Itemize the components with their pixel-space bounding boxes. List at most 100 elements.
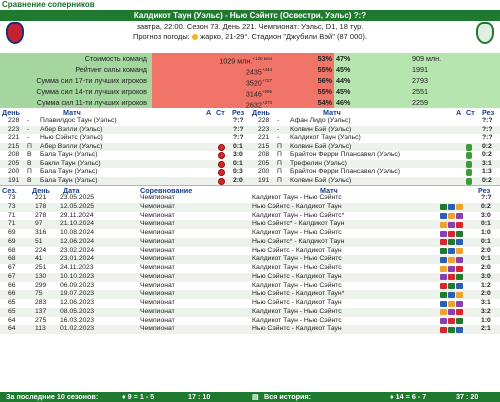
- h2h-row[interactable]: 69 51 12.06.2024 Чемпионат Нью Сэйнтс* - Кал…: [0, 237, 500, 247]
- h2h-tournament[interactable]: Чемпионат: [140, 211, 175, 219]
- away-crest-icon[interactable]: [476, 22, 494, 44]
- h2h-tournament[interactable]: Чемпионат: [140, 246, 175, 254]
- h2h-tournament[interactable]: Чемпионат: [140, 325, 175, 333]
- h2h-row[interactable]: 65 137 08.05.2023 Чемпионат Калдикот Таун - …: [0, 307, 500, 317]
- h2h-tournament[interactable]: Чемпионат: [140, 194, 175, 201]
- h2h-row[interactable]: 64 275 16.03.2023 Чемпионат Калдикот Таун - …: [0, 317, 500, 326]
- recent-opponent-link[interactable]: Бала Таун (Уэльс): [40, 176, 98, 184]
- h2h-tournament[interactable]: Чемпионат: [140, 290, 175, 298]
- h2h-tournament[interactable]: Чемпионат: [140, 307, 175, 315]
- recent-opponent-link[interactable]: Абер Вэлли (Уэльс): [40, 142, 103, 150]
- h2h-icons: [440, 326, 463, 333]
- h2h-row[interactable]: 71 278 29.11.2024 Чемпионат Калдикот Таун - …: [0, 212, 500, 221]
- h2h-row[interactable]: 67 130 10.10.2023 Чемпионат Нью Сэйнтс - Кал…: [0, 272, 500, 282]
- h2h-row[interactable]: 68 224 23.02.2024 Чемпионат Нью Сэйнтс - Кал…: [0, 247, 500, 256]
- recent-row[interactable]: 223- Абер Вэлли (Уэльс)?:? 223- Колвин Бэй …: [0, 125, 500, 134]
- h2h-icons: [440, 256, 463, 263]
- recent-result: 2:0: [233, 176, 243, 184]
- home-crest-icon[interactable]: [6, 22, 24, 44]
- recent-opponent-link[interactable]: Трефелин (Уэльс): [290, 159, 347, 167]
- recent-opponent-link[interactable]: Бакли Таун (Уэльс): [40, 159, 101, 167]
- h2h-row[interactable]: 68 41 23.01.2024 Чемпионат Калдикот Таун - Н…: [0, 255, 500, 264]
- lineup-icon: [440, 239, 447, 246]
- h2h-match-link[interactable]: Калдикот Таун - Нью Сэйнтс: [252, 194, 342, 201]
- recent-opponent-link[interactable]: Брайтон Ферри Плансавел (Уэльс): [290, 151, 401, 158]
- h2h-row[interactable]: 64 113 01.02.2023 Чемпионат Нью Сэйнтс - Кал…: [0, 325, 500, 334]
- h2h-date: 16.03.2023: [60, 316, 95, 324]
- h2h-tournament[interactable]: Чемпионат: [140, 255, 175, 263]
- recent-day: 221: [8, 134, 20, 141]
- h2h-match-link[interactable]: Нью Сэйнтс - Калдикот Таун: [252, 299, 342, 306]
- recent-opponent-link[interactable]: Колвин Бэй (Уэльс): [290, 142, 352, 150]
- h2h-tournament[interactable]: Чемпионат: [140, 229, 175, 236]
- footer-left-label: За последние 10 сезонов:: [6, 392, 99, 401]
- recent-row[interactable]: 191 В Бала Таун (Уэльс) 2:0 191 П Колвин Бэй (…: [0, 176, 500, 185]
- h2h-icons: [440, 291, 463, 298]
- h2h-match-link[interactable]: Нью Сэйнтс - Калдикот Таун: [252, 325, 342, 333]
- h2h-match-link[interactable]: Нью Сэйнтс - Калдикот Таун*: [252, 290, 345, 298]
- recent-row[interactable]: 205 В Бакли Таун (Уэльс) 0:1 205 П Трефелин (У…: [0, 159, 500, 168]
- h2h-tournament[interactable]: Чемпионат: [140, 264, 175, 271]
- h2h-match-link[interactable]: Нью Сэйнтс - Калдикот Таун: [252, 246, 342, 254]
- lineup-icon: [448, 300, 455, 307]
- recent-opponent-link[interactable]: Калдикот Таун (Уэльс): [290, 134, 361, 141]
- h2h-match-link[interactable]: Калдикот Таун - Нью Сэйнтс: [252, 307, 342, 315]
- recent-result: 1:3: [482, 168, 492, 175]
- runner-icon: [466, 177, 472, 185]
- recent-opponent-link[interactable]: Брайтон Ферри Плансавел (Уэльс): [290, 168, 401, 175]
- h2h-match-link[interactable]: Калдикот Таун - Нью Сэйнтс: [252, 229, 342, 236]
- h2h-tournament[interactable]: Чемпионат: [140, 316, 175, 324]
- h2h-match-link[interactable]: Калдикот Таун - Нью Сэйнтс: [252, 255, 342, 263]
- recent-opponent-link[interactable]: Нью Сэйнтс (Уэльс): [40, 134, 103, 141]
- h2h-match-link[interactable]: Нью Сэйнтс* - Калдикот Таун: [252, 237, 345, 245]
- recent-opponent-link[interactable]: Плавилдос Таун (Уэльс): [40, 117, 117, 124]
- recent-row[interactable]: 200 П Бала Таун (Уэльс) 0:3 200 П Брайтон Ферр…: [0, 168, 500, 177]
- h2h-row[interactable]: 67 251 24.11.2023 Чемпионат Калдикот Таун - …: [0, 264, 500, 273]
- recent-row[interactable]: 228- Плавилдос Таун (Уэльс)?:? 228- Афан Ли…: [0, 117, 500, 126]
- h2h-match-link[interactable]: Калдикот Таун - Нью Сэйнтс: [252, 316, 342, 324]
- h2h-tournament[interactable]: Чемпионат: [140, 281, 175, 289]
- recent-opponent-link[interactable]: Афан Лидо (Уэльс): [290, 117, 351, 124]
- h2h-icons: [440, 283, 463, 289]
- recent-opponent-link[interactable]: Колвин Бэй (Уэльс): [290, 176, 352, 184]
- recent-st-header-left: Ст: [216, 108, 225, 117]
- h2h-row[interactable]: 66 75 19.07.2023 Чемпионат Нью Сэйнтс - Калд…: [0, 290, 500, 299]
- h2h-row[interactable]: 73 178 12.05.2025 Чемпионат Нью Сэйнтс - Кал…: [0, 202, 500, 212]
- h2h-match-link[interactable]: Нью Сэйнтс* - Калдикот Таун: [252, 220, 345, 228]
- h2h-result: 0:2: [481, 202, 491, 210]
- recent-opponent-link[interactable]: Колвин Бэй (Уэльс): [290, 125, 352, 133]
- stat-label: Сумма сил 14-ти лучших игроков: [0, 86, 152, 97]
- h2h-row[interactable]: 73 221 23.05.2025 Чемпионат Калдикот Таун - …: [0, 194, 500, 203]
- h2h-tournament[interactable]: Чемпионат: [140, 237, 175, 245]
- h2h-match-link[interactable]: Нью Сэйнтс - Калдикот Таун: [252, 272, 342, 280]
- h2h-row[interactable]: 71 97 21.10.2024 Чемпионат Нью Сэйнтс* - Кал…: [0, 220, 500, 229]
- recent-day: 200: [258, 168, 270, 175]
- h2h-match-link[interactable]: Калдикот Таун - Нью Сэйнтс: [252, 264, 342, 271]
- h2h-match-link[interactable]: Калдикот Таун - Нью Сэйнтс: [252, 281, 342, 289]
- formation-ball-icon: [218, 160, 225, 168]
- h2h-result: 3:0: [481, 272, 491, 280]
- recent-opponent-link[interactable]: Бала Таун (Уэльс): [40, 168, 98, 175]
- h2h-tournament[interactable]: Чемпионат: [140, 299, 175, 306]
- match-header[interactable]: Калдикот Таун (Уэльс) - Нью Сэйнтс (Осве…: [0, 10, 500, 21]
- h2h-row[interactable]: 65 283 12.06.2023 Чемпионат Нью Сэйнтс - Кал…: [0, 299, 500, 308]
- stat-left-percent: 54%: [317, 98, 332, 107]
- recent-opponent-link[interactable]: Бала Таун (Уэльс): [40, 151, 98, 158]
- h2h-match-link[interactable]: Калдикот Таун - Нью Сэйнтс*: [252, 211, 345, 219]
- recent-row[interactable]: 208 В Бала Таун (Уэльс) 3:0 208 П Брайтон Ферр…: [0, 151, 500, 160]
- h2h-row[interactable]: 69 316 10.08.2024 Чемпионат Калдикот Таун - …: [0, 229, 500, 238]
- lineup-icon: [440, 300, 447, 307]
- h2h-match-link[interactable]: Нью Сэйнтс - Калдикот Таун: [252, 202, 342, 210]
- recent-opponent-link[interactable]: Абер Вэлли (Уэльс): [40, 125, 103, 133]
- h2h-row[interactable]: 66 299 06.09.2023 Чемпионат Калдикот Таун - …: [0, 282, 500, 291]
- h2h-tournament[interactable]: Чемпионат: [140, 272, 175, 280]
- recent-row[interactable]: 215 П Абер Вэлли (Уэльс) 0:1 215 П Колвин Бэй …: [0, 142, 500, 151]
- h2h-tournament[interactable]: Чемпионат: [140, 220, 175, 228]
- h2h-season: 64: [8, 325, 16, 333]
- stat-left-percent: 55%: [317, 65, 332, 74]
- h2h-tournament[interactable]: Чемпионат: [140, 202, 175, 210]
- recent-day: 191: [258, 176, 270, 184]
- lineup-icon: [456, 213, 463, 219]
- recent-row[interactable]: 221- Нью Сэйнтс (Уэльс)?:? 221- Калдикот Та…: [0, 134, 500, 143]
- stat-left-cell: 3146+595 55%: [152, 86, 334, 98]
